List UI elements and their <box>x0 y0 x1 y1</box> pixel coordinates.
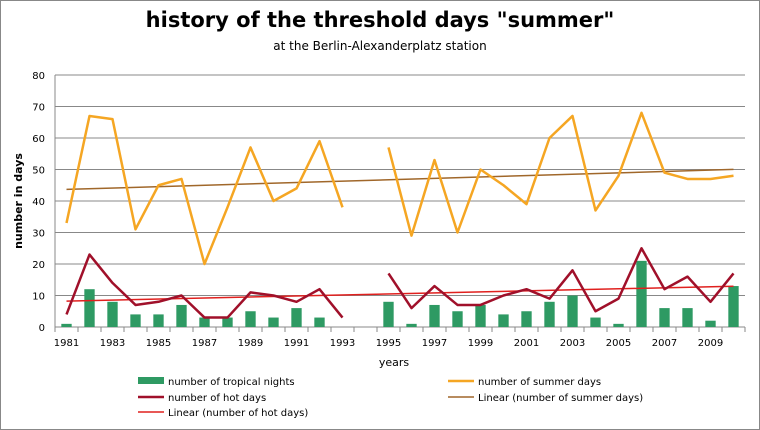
line-summer-days <box>387 111 734 237</box>
y-tick-label: 20 <box>32 260 45 271</box>
bar-tropical-nights <box>383 301 394 327</box>
bar-tropical-nights <box>245 311 256 327</box>
x-tick-label: 1999 <box>468 338 493 349</box>
x-tick-label: 1983 <box>100 338 125 349</box>
bar-tropical-nights <box>222 317 233 327</box>
bar-tropical-nights <box>153 314 164 327</box>
x-tick-label: 1993 <box>330 338 355 349</box>
line-hot-days <box>387 247 735 313</box>
bar-tropical-nights <box>314 317 325 327</box>
bar-tropical-nights <box>705 320 716 327</box>
x-tick-label: 1985 <box>146 338 171 349</box>
bar-tropical-nights <box>429 304 440 327</box>
legend-tropical-nights-swatch <box>138 377 164 384</box>
legend-trend-summer-label: Linear (number of summer days) <box>478 393 643 404</box>
y-tick-label: 0 <box>39 323 45 334</box>
legend-trend-hot-label: Linear (number of hot days) <box>168 408 308 419</box>
bar-tropical-nights <box>728 286 739 327</box>
x-tick-label: 1995 <box>376 338 401 349</box>
y-tick-label: 40 <box>32 197 45 208</box>
bar-tropical-nights <box>613 323 624 327</box>
y-tick-label: 80 <box>32 71 45 82</box>
bar-tropical-nights <box>84 289 95 327</box>
legend-tropical-nights-label: number of tropical nights <box>168 377 295 388</box>
line-summer-days <box>65 114 344 266</box>
bar-tropical-nights <box>498 314 509 327</box>
y-tick-label: 10 <box>32 292 45 303</box>
bar-tropical-nights <box>406 323 417 327</box>
bar-tropical-nights <box>268 317 279 327</box>
legend-hot-days-label: number of hot days <box>168 393 266 404</box>
x-tick-label: 1991 <box>284 338 309 349</box>
x-tick-label: 2005 <box>606 338 631 349</box>
y-tick-label: 70 <box>32 103 45 114</box>
x-tick-label: 1987 <box>192 338 217 349</box>
bar-tropical-nights <box>682 308 693 327</box>
bar-tropical-nights <box>475 304 486 327</box>
bar-tropical-nights <box>199 317 210 327</box>
bar-tropical-nights <box>291 308 302 327</box>
x-tick-label: 1989 <box>238 338 263 349</box>
y-tick-label: 50 <box>32 166 45 177</box>
bar-tropical-nights <box>659 308 670 327</box>
bar-tropical-nights <box>521 311 532 327</box>
x-tick-label: 2009 <box>698 338 723 349</box>
x-axis-title: years <box>379 356 410 369</box>
bar-tropical-nights <box>452 311 463 327</box>
y-axis-title: number in days <box>12 153 25 249</box>
x-tick-label: 1997 <box>422 338 447 349</box>
x-tick-label: 1981 <box>54 338 79 349</box>
bar-tropical-nights <box>636 260 647 327</box>
bar-tropical-nights <box>61 323 72 327</box>
bar-tropical-nights <box>567 295 578 327</box>
bar-tropical-nights <box>130 314 141 327</box>
x-tick-label: 2001 <box>514 338 539 349</box>
bar-tropical-nights <box>544 301 555 327</box>
y-tick-label: 30 <box>32 229 45 240</box>
y-tick-label: 60 <box>32 134 45 145</box>
line-hot-days <box>65 253 344 319</box>
bar-tropical-nights <box>176 304 187 327</box>
bar-tropical-nights <box>590 317 601 327</box>
x-tick-label: 2007 <box>652 338 677 349</box>
chart-subtitle: at the Berlin-Alexanderplatz station <box>273 39 487 53</box>
legend-summer-days-label: number of summer days <box>478 377 601 388</box>
bar-tropical-nights <box>107 301 118 327</box>
chart-title: history of the threshold days "summer" <box>145 8 615 32</box>
x-tick-label: 2003 <box>560 338 585 349</box>
trendline-summer-days <box>66 168 734 191</box>
